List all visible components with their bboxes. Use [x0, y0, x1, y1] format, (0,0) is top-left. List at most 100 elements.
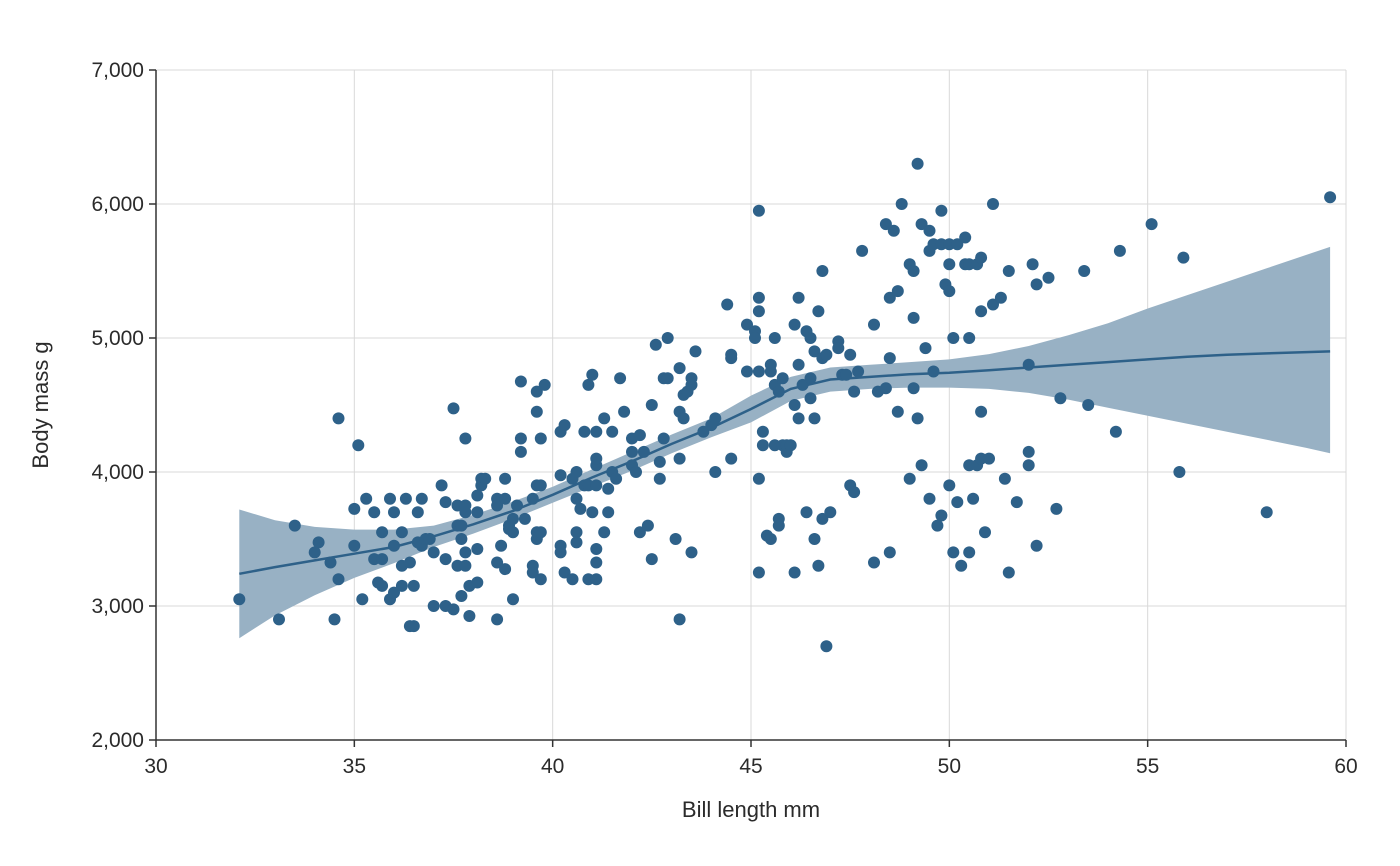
data-point [273, 613, 285, 626]
y-tick-label: 7,000 [91, 59, 144, 82]
data-point [590, 452, 603, 465]
data-point [911, 412, 924, 425]
x-tick-label: 50 [938, 755, 961, 778]
data-point [808, 345, 821, 358]
data-point [376, 553, 389, 566]
data-point [602, 482, 615, 495]
data-point [633, 526, 646, 539]
y-axis-title: Body mass g [28, 341, 53, 468]
data-point [1109, 425, 1122, 438]
data-point [816, 265, 829, 277]
data-point [915, 218, 928, 231]
data-point [324, 556, 337, 569]
data-point [804, 332, 817, 344]
data-point [376, 526, 389, 539]
data-point [626, 445, 638, 458]
data-point [534, 573, 547, 586]
data-point [499, 563, 512, 576]
data-point [879, 218, 892, 231]
data-point [574, 502, 587, 515]
data-point [1113, 244, 1126, 257]
data-point [427, 600, 440, 612]
data-point [975, 251, 988, 264]
data-point [772, 385, 785, 398]
data-point [856, 244, 869, 257]
data-point [891, 285, 904, 298]
data-point [1026, 258, 1039, 271]
data-point [808, 412, 821, 425]
data-point [752, 204, 765, 217]
data-point [1002, 566, 1015, 579]
data-point [554, 469, 567, 482]
data-point [518, 512, 531, 525]
data-point [570, 536, 583, 549]
data-point [653, 472, 666, 485]
data-point [987, 298, 999, 311]
data-point [439, 553, 452, 566]
data-point [673, 452, 686, 465]
data-point [407, 620, 420, 633]
data-point [963, 332, 976, 344]
data-point [677, 412, 690, 425]
data-point [820, 348, 833, 361]
data-point [891, 405, 904, 418]
data-point [796, 378, 809, 391]
data-point [356, 593, 369, 606]
data-point [459, 499, 472, 512]
data-point [558, 566, 571, 579]
data-point [887, 224, 900, 237]
data-point [427, 546, 440, 559]
data-point [590, 556, 603, 569]
data-point [979, 526, 991, 539]
y-axis-ticks: 2,000 3,000 4,000 5,000 6,000 7,000 [91, 59, 156, 752]
data-point [566, 573, 579, 586]
data-point [471, 489, 484, 502]
y-tick-label: 5,000 [91, 327, 144, 350]
data-point [931, 519, 944, 532]
data-point [495, 539, 508, 552]
data-point [923, 492, 936, 505]
data-point [471, 506, 484, 519]
data-point [776, 372, 789, 385]
data-point [514, 432, 527, 445]
data-point [709, 412, 722, 425]
data-point [407, 579, 420, 592]
data-point [721, 298, 734, 311]
data-point [633, 429, 646, 442]
data-point [955, 559, 968, 572]
data-point [1054, 392, 1067, 405]
data-point [586, 368, 599, 381]
data-point [395, 526, 408, 539]
data-point [388, 586, 400, 599]
data-point [983, 452, 995, 465]
data-point [883, 352, 896, 365]
data-point [590, 573, 603, 586]
data-point [895, 198, 908, 210]
data-point [907, 311, 920, 324]
data-point [578, 425, 591, 438]
data-point [479, 472, 492, 485]
data-point [879, 382, 892, 395]
data-point [975, 405, 988, 418]
data-point [812, 305, 825, 318]
data-point [328, 613, 341, 626]
data-point [792, 412, 805, 425]
data-point [590, 479, 603, 492]
x-axis-title: Bill length mm [682, 797, 820, 822]
data-point [935, 509, 948, 522]
data-point [1173, 466, 1186, 478]
data-point [915, 459, 928, 472]
data-point [534, 526, 547, 539]
data-point [471, 543, 484, 555]
data-point [994, 291, 1007, 304]
data-point [951, 496, 964, 509]
data-point [812, 559, 825, 572]
data-point [507, 512, 519, 525]
data-point [848, 486, 861, 499]
data-point [840, 368, 853, 381]
data-point [1260, 506, 1273, 519]
data-point [947, 546, 960, 559]
data-point [499, 472, 512, 485]
data-point [447, 603, 460, 616]
data-point [987, 198, 999, 210]
